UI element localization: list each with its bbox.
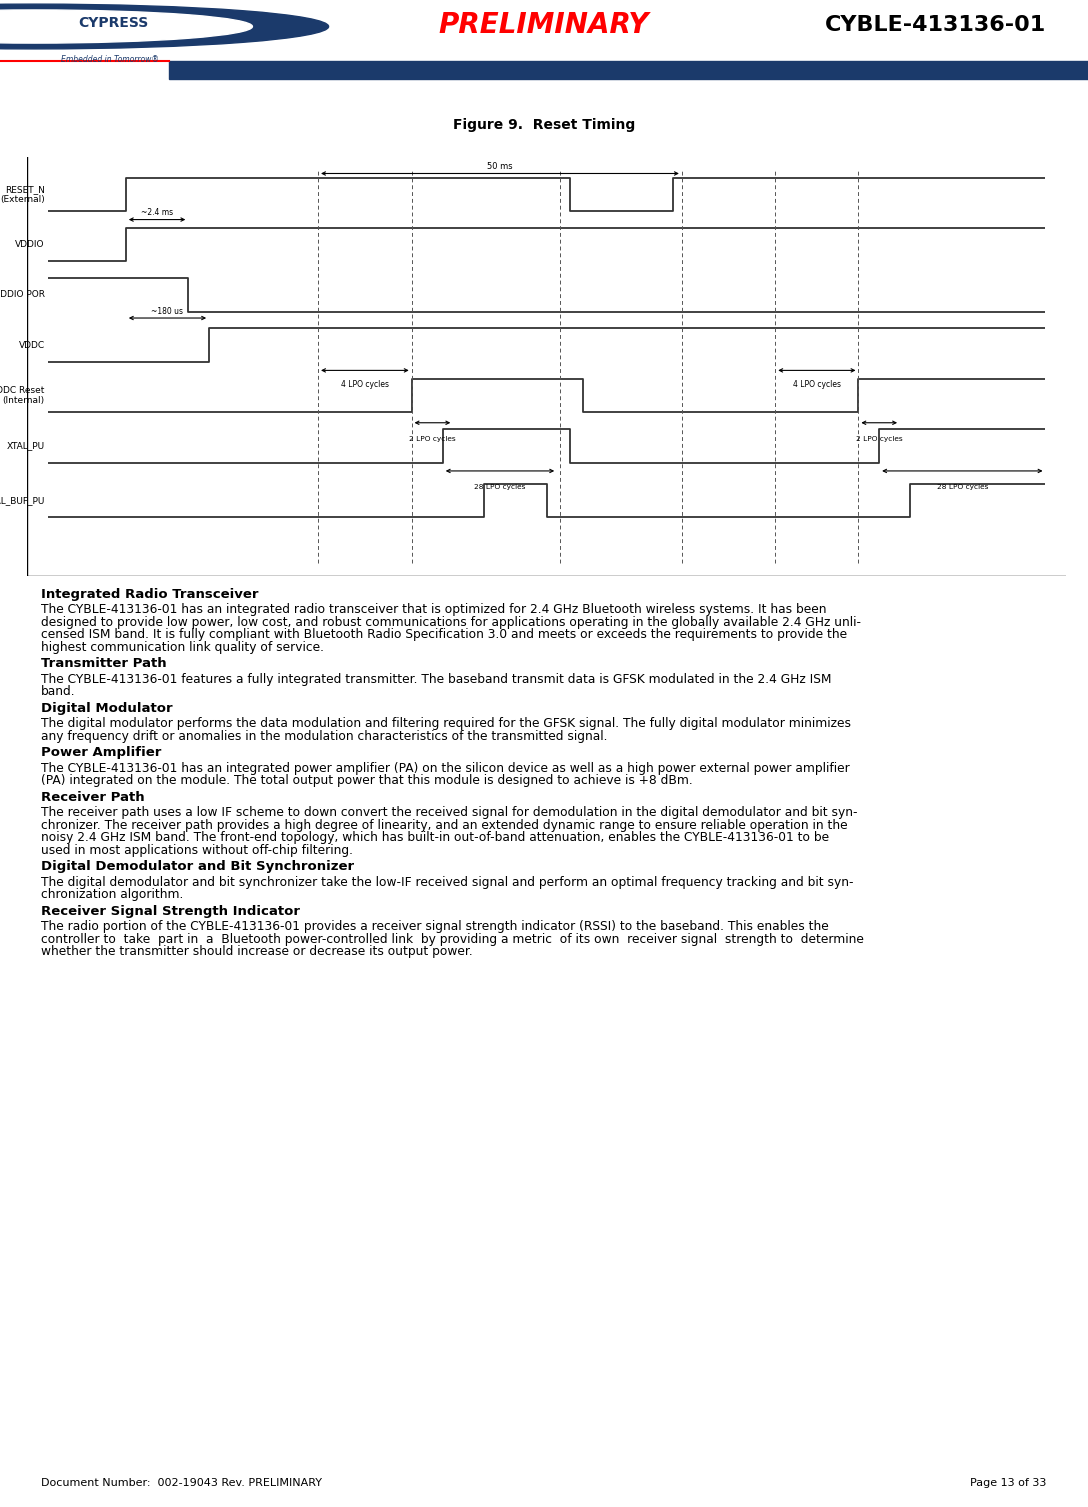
Text: chronization algorithm.: chronization algorithm. [41,888,184,901]
Text: The CYBLE-413136-01 has an integrated radio transceiver that is optimized for 2.: The CYBLE-413136-01 has an integrated ra… [41,603,827,616]
Text: whether the transmitter should increase or decrease its output power.: whether the transmitter should increase … [41,945,473,958]
Text: VDDIO: VDDIO [15,240,45,249]
Text: Document Number:  002-19043 Rev. PRELIMINARY: Document Number: 002-19043 Rev. PRELIMIN… [41,1478,322,1487]
Circle shape [0,11,252,44]
Text: censed ISM band. It is fully compliant with Bluetooth Radio Specification 3.0 an: censed ISM band. It is fully compliant w… [41,628,848,640]
Text: (PA) integrated on the module. The total output power that this module is design: (PA) integrated on the module. The total… [41,775,693,787]
Text: chronizer. The receiver path provides a high degree of linearity, and an extende: chronizer. The receiver path provides a … [41,818,848,832]
Text: 2 LPO cycles: 2 LPO cycles [409,436,456,442]
Text: The digital modulator performs the data modulation and filtering required for th: The digital modulator performs the data … [41,717,851,729]
Text: 2 LPO cycles: 2 LPO cycles [856,436,903,442]
Text: XTAL_PU: XTAL_PU [7,442,45,451]
Text: any frequency drift or anomalies in the modulation characteristics of the transm: any frequency drift or anomalies in the … [41,729,608,743]
Text: The receiver path uses a low IF scheme to down convert the received signal for d: The receiver path uses a low IF scheme t… [41,806,857,820]
Text: highest communication link quality of service.: highest communication link quality of se… [41,640,324,654]
Text: used in most applications without off-chip filtering.: used in most applications without off-ch… [41,844,354,856]
Text: CYBLE-413136-01: CYBLE-413136-01 [825,15,1047,35]
Text: The digital demodulator and bit synchronizer take the low-IF received signal and: The digital demodulator and bit synchron… [41,876,854,889]
Text: 4 LPO cycles: 4 LPO cycles [341,380,388,389]
Text: 50 ms: 50 ms [487,163,512,172]
Text: ~180 us: ~180 us [151,307,184,316]
Text: Transmitter Path: Transmitter Path [41,657,166,671]
Text: ~2.4 ms: ~2.4 ms [141,208,173,217]
Text: 28 LPO cycles: 28 LPO cycles [474,484,526,490]
Text: CYPRESS: CYPRESS [78,17,149,30]
Text: Digital Demodulator and Bit Synchronizer: Digital Demodulator and Bit Synchronizer [41,860,355,873]
Text: designed to provide low power, low cost, and robust communications for applicati: designed to provide low power, low cost,… [41,616,862,628]
Text: VDDC Reset
(Internal): VDDC Reset (Internal) [0,386,45,405]
Text: Embedded in Tomorrow®: Embedded in Tomorrow® [61,56,159,65]
Text: Power Amplifier: Power Amplifier [41,746,162,760]
Text: The CYBLE-413136-01 features a fully integrated transmitter. The baseband transm: The CYBLE-413136-01 features a fully int… [41,672,832,686]
Text: The CYBLE-413136-01 has an integrated power amplifier (PA) on the silicon device: The CYBLE-413136-01 has an integrated po… [41,761,850,775]
Text: 4 LPO cycles: 4 LPO cycles [793,380,841,389]
Bar [169,60,1088,78]
Text: Page 13 of 33: Page 13 of 33 [970,1478,1047,1487]
Text: Receiver Path: Receiver Path [41,791,145,803]
Text: controller to  take  part in  a  Bluetooth power-controlled link  by providing a: controller to take part in a Bluetooth p… [41,933,864,945]
Text: VDDC: VDDC [18,341,45,350]
Text: RESET_N
(External): RESET_N (External) [0,185,45,203]
Text: XTAL_BUF_PU: XTAL_BUF_PU [0,496,45,505]
Text: PRELIMINARY: PRELIMINARY [438,11,650,39]
Text: VDDIO POR: VDDIO POR [0,291,45,300]
Text: Digital Modulator: Digital Modulator [41,702,173,714]
Circle shape [0,5,329,48]
Text: Receiver Signal Strength Indicator: Receiver Signal Strength Indicator [41,904,300,918]
Text: noisy 2.4 GHz ISM band. The front-end topology, which has built-in out-of-band a: noisy 2.4 GHz ISM band. The front-end to… [41,832,829,844]
Text: Figure 9.  Reset Timing: Figure 9. Reset Timing [453,118,635,133]
Text: The radio portion of the CYBLE-413136-01 provides a receiver signal strength ind: The radio portion of the CYBLE-413136-01… [41,921,829,933]
Text: 28 LPO cycles: 28 LPO cycles [937,484,988,490]
Text: band.: band. [41,686,76,698]
Text: Integrated Radio Transceiver: Integrated Radio Transceiver [41,588,259,601]
